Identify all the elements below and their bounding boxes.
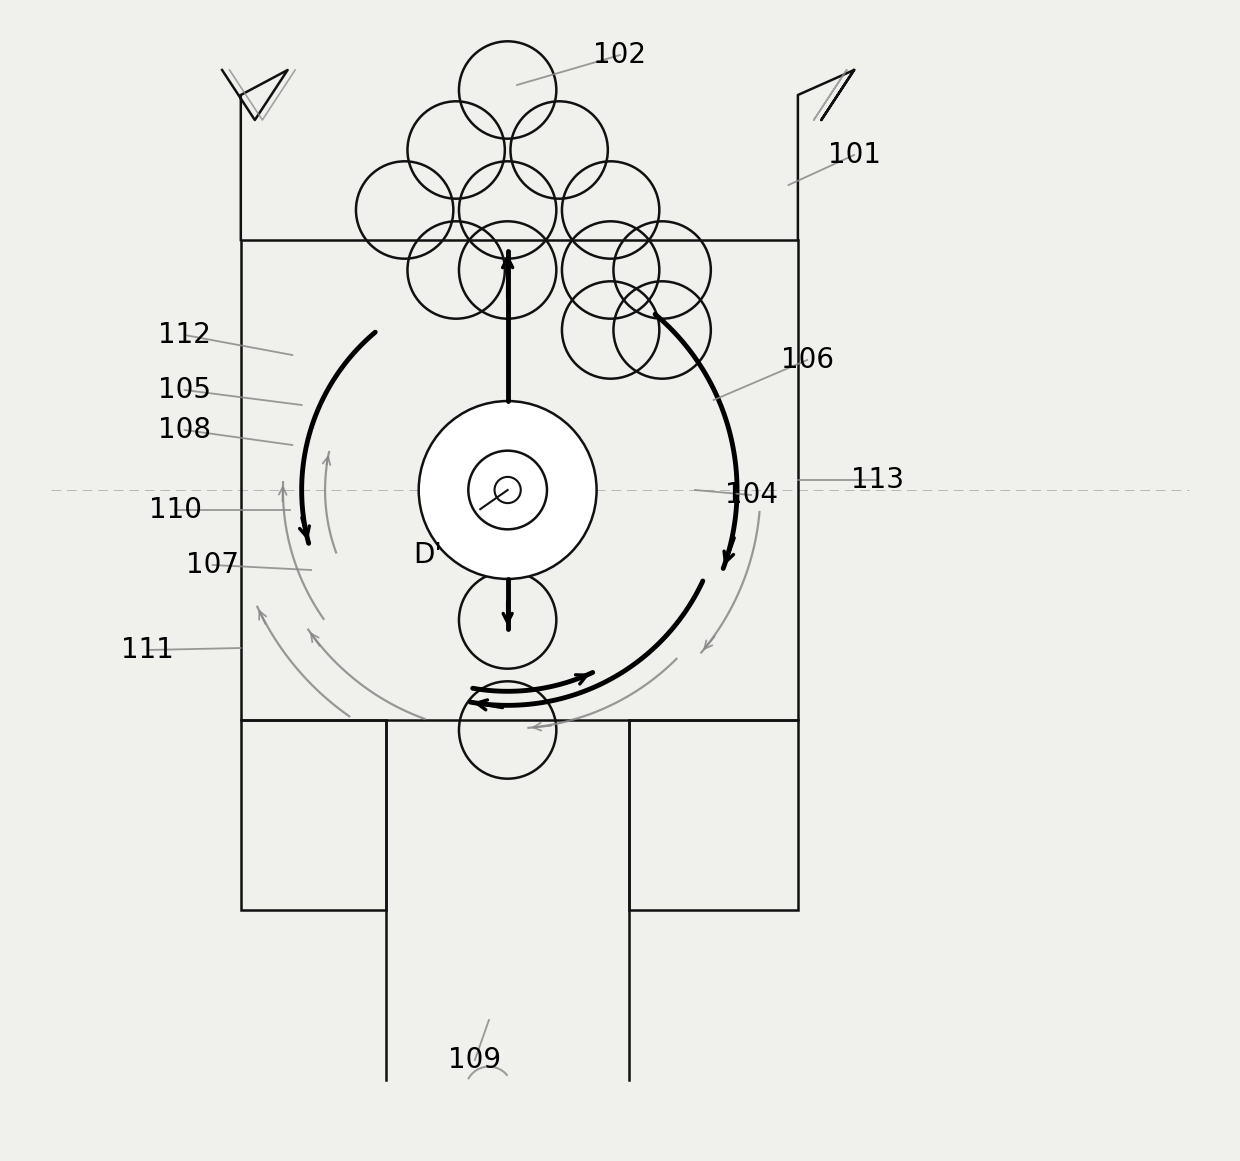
Text: 112: 112 [159,320,211,349]
Circle shape [419,401,596,579]
Text: 109: 109 [449,1046,501,1074]
Text: 110: 110 [149,496,202,524]
Text: 113: 113 [851,466,904,493]
Text: 106: 106 [781,346,833,374]
Text: 111: 111 [120,636,174,664]
Text: 102: 102 [594,41,646,68]
Text: 104: 104 [724,481,777,509]
Text: 108: 108 [159,416,211,444]
Circle shape [495,477,521,503]
Circle shape [469,450,547,529]
Text: D': D' [414,541,443,569]
Text: 105: 105 [159,376,211,404]
Text: 107: 107 [186,551,239,579]
Text: 101: 101 [827,140,880,170]
